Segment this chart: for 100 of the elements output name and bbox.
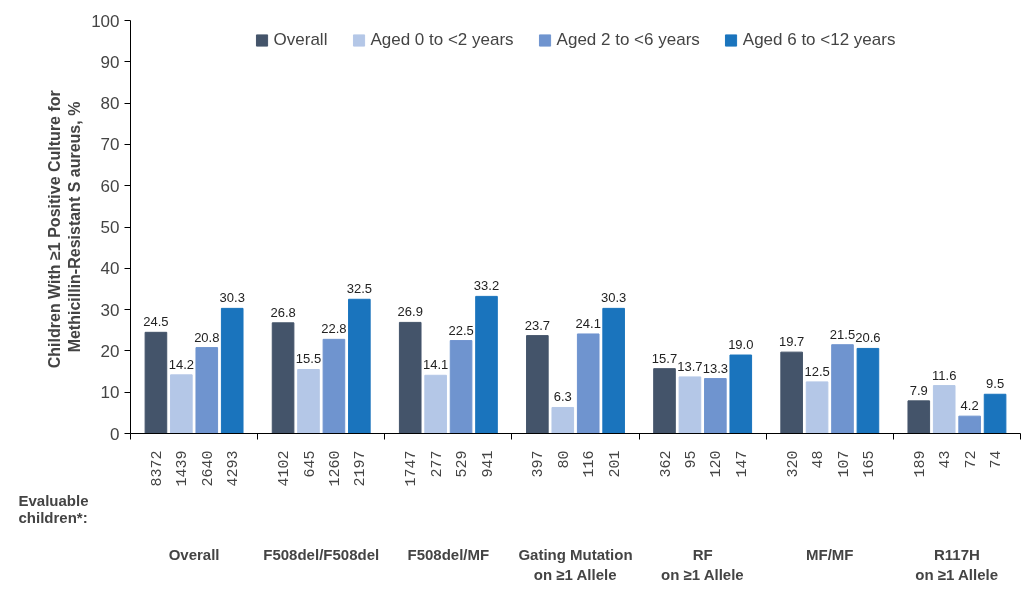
bar [551, 406, 575, 434]
bar [271, 322, 295, 434]
text: 1439 [174, 450, 192, 487]
y-tick-label: 0 [110, 424, 120, 444]
bar [831, 344, 854, 434]
data-label: 33.2 [473, 278, 500, 294]
y-tick-label: 40 [100, 259, 120, 279]
text: 48 [810, 450, 828, 469]
data-label: 30.3 [219, 290, 245, 306]
bar [220, 307, 244, 434]
text: 529 [454, 450, 472, 478]
y-tick-label: 50 [100, 218, 120, 237]
text: 107 [835, 450, 853, 478]
text: 645 [301, 450, 319, 478]
data-label: 13.3 [702, 360, 729, 376]
bar [322, 338, 346, 434]
bar [449, 340, 473, 434]
text: 277 [428, 450, 446, 478]
y-tick-label: 100 [91, 11, 120, 31]
data-label: 32.5 [346, 281, 373, 297]
data-label: 4.2 [960, 398, 979, 414]
text: 189 [911, 450, 929, 478]
y-axis-title: Children With ≥1 Positive Culture for Methicillin-Resistant S aureus, % [45, 90, 84, 369]
bar [805, 381, 829, 434]
bar [729, 354, 753, 434]
data-label: 7.9 [909, 382, 928, 398]
data-label: 9.5 [986, 376, 1005, 392]
y-tick-label: 30 [100, 300, 120, 320]
bar [424, 374, 447, 434]
bar [907, 400, 931, 434]
legend-label: Aged 0 to <2 years [370, 30, 514, 50]
data-label: 22.8 [321, 321, 347, 337]
bar [195, 347, 219, 434]
text: 201 [606, 450, 624, 478]
data-label: 15.5 [295, 351, 322, 367]
data-label: 14.1 [422, 357, 449, 373]
text: 2640 [199, 450, 217, 487]
text: 8372 [148, 450, 166, 487]
legend-label: Aged 6 to <12 years [742, 30, 896, 50]
data-label: 19.7 [778, 334, 805, 350]
y-tick-label: 10 [100, 383, 120, 403]
bar [780, 351, 803, 434]
text: 95 [682, 450, 700, 469]
x-tick-label: RF on ≥1 Allele [661, 545, 744, 583]
data-label: 11.6 [932, 367, 957, 383]
bar [576, 333, 600, 434]
bar [144, 331, 168, 434]
data-label: 20.8 [194, 329, 220, 345]
y-tick-label: 90 [100, 52, 120, 72]
x-tick-label: R117H on ≥1 Allele [915, 545, 998, 583]
data-label: 6.3 [553, 389, 572, 405]
bar [526, 335, 549, 434]
bar [348, 298, 371, 434]
data-label: 24.1 [575, 315, 601, 331]
data-label: 26.9 [397, 304, 423, 320]
text: 2197 [352, 450, 370, 487]
data-label: 14.2 [168, 356, 195, 372]
text: 320 [784, 450, 802, 478]
y-tick-label: 80 [100, 94, 120, 114]
bar [704, 378, 727, 434]
data-label: 12.5 [804, 363, 830, 379]
legend-label: Overall [273, 30, 328, 50]
data-label: 21.5 [829, 326, 856, 342]
data-label: 22.5 [448, 322, 474, 338]
x-tick-label: F508del/F508del [263, 545, 380, 563]
data-label: 30.3 [600, 290, 627, 306]
legend-label: Aged 2 to <6 years [556, 30, 700, 50]
data-label: 15.7 [651, 350, 678, 366]
bar [602, 307, 625, 434]
data-label: 23.7 [524, 317, 551, 333]
data-label: 19.0 [728, 337, 754, 353]
y-tick-label: 20 [100, 341, 120, 361]
bar [983, 393, 1007, 434]
text: 120 [708, 450, 726, 478]
x-tick-label: MF/MF [806, 545, 854, 563]
text: 147 [733, 450, 751, 478]
bar [678, 376, 702, 434]
data-label: 24.5 [143, 314, 169, 330]
data-label: 13.7 [677, 358, 703, 374]
bar [932, 385, 956, 434]
x-tick-label: Overall [168, 545, 220, 563]
text: 397 [530, 450, 548, 478]
bar [475, 295, 498, 434]
data-label: 26.8 [270, 304, 296, 320]
x-tick-label: F508del/MF [407, 545, 490, 563]
bar [297, 368, 320, 434]
text: 362 [657, 450, 675, 478]
text: 43 [937, 450, 955, 469]
bar [958, 415, 981, 434]
text: 1260 [326, 450, 344, 487]
text: 72 [962, 450, 980, 469]
bar [856, 347, 880, 434]
x-tick-label: Gating Mutation on ≥1 Allele [518, 545, 633, 583]
data-label: 20.6 [855, 330, 881, 346]
text: 165 [860, 450, 878, 478]
bar [653, 368, 676, 434]
text: 80 [555, 450, 573, 469]
text: 116 [581, 450, 599, 478]
bar [398, 321, 422, 434]
text: Evaluable children*: [18, 491, 89, 526]
